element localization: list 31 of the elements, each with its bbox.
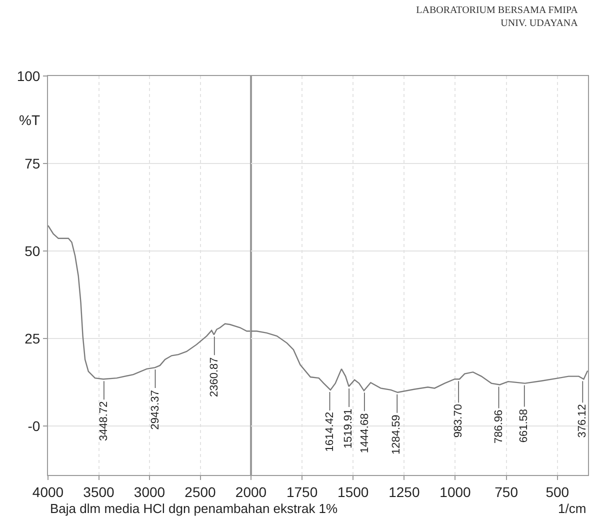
annotation: 1284.59 <box>390 414 403 455</box>
x-tick-label: 3500 <box>83 484 115 500</box>
y-tick-label: 25 <box>24 330 40 346</box>
annotation: 983.70 <box>452 404 464 438</box>
y-tick-label: 50 <box>24 242 40 259</box>
x-tick-label: 2500 <box>184 484 216 500</box>
annotation: 1519.91 <box>342 408 355 448</box>
x-tick-label: 1000 <box>440 484 472 500</box>
annotation: 2943.37 <box>150 390 162 430</box>
x-tick-label: 1250 <box>388 484 420 500</box>
chart-title: LABORATORIUM BERSAMA FMIPA UNIV. UDAYANA <box>416 5 579 30</box>
y-tick-label: -0 <box>28 418 40 434</box>
text: 1/cm <box>558 501 586 516</box>
x-tick-label: 1500 <box>338 484 369 500</box>
x-tick-label: 500 <box>546 484 570 500</box>
x-tick-label: 3000 <box>134 484 166 500</box>
annotation: 661.58 <box>518 409 530 443</box>
annotation: 1444.68 <box>358 413 371 454</box>
y-tick-label: 100 <box>16 68 40 84</box>
x-tick-label: 4000 <box>32 484 64 500</box>
x-tick-label: 750 <box>494 484 518 500</box>
y-axis-title: %T <box>19 112 40 128</box>
x-tick-label: 2000 <box>235 484 267 500</box>
x-tick-label: 1750 <box>286 484 318 500</box>
annotation: 786.96 <box>493 410 506 444</box>
annotation: 3448.72 <box>98 401 110 442</box>
y-tick-label: 75 <box>24 155 40 172</box>
annotation: 1614.42 <box>324 412 336 452</box>
annotation: 376.12 <box>576 404 589 438</box>
annotation: 2360.87 <box>208 357 221 398</box>
x-axis-title: Baja dlm media HCl dgn penambahan ekstrak 1% <box>50 501 338 516</box>
